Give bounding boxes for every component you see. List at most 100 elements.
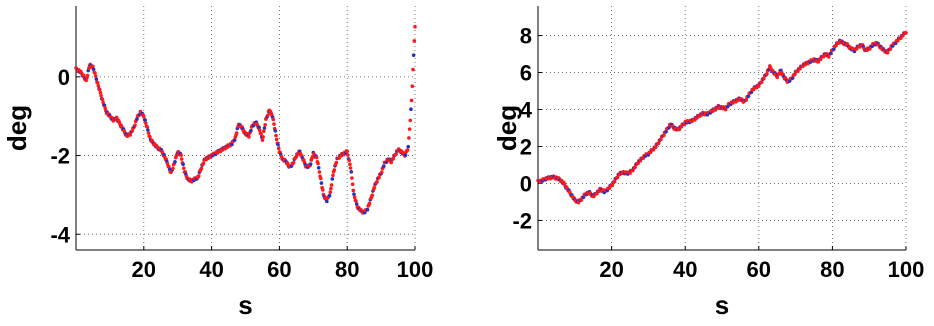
y-tick-label: -2	[512, 208, 532, 233]
data-point-red	[346, 153, 350, 157]
data-point-red	[394, 152, 398, 157]
data-point-red	[379, 170, 384, 175]
data-point-blue	[319, 181, 324, 185]
data-point-red	[407, 136, 411, 140]
x-tick-label: 80	[335, 257, 359, 282]
data-point-red	[316, 161, 320, 166]
data-point-red	[196, 174, 201, 178]
data-point-red	[93, 71, 97, 75]
data-point-red	[274, 137, 279, 142]
data-point-blue	[262, 126, 267, 130]
data-point-blue	[382, 164, 386, 168]
data-point-red	[100, 97, 105, 102]
data-point-red	[411, 67, 415, 72]
data-point-red	[615, 175, 620, 180]
data-point-red	[389, 160, 394, 165]
data-point-red	[318, 176, 323, 181]
data-point-red	[262, 129, 266, 134]
data-point-red	[888, 47, 893, 51]
data-point-red	[348, 162, 352, 167]
data-point-blue	[94, 77, 99, 81]
data-point-red	[97, 87, 102, 92]
x-tick-label: 20	[132, 257, 156, 282]
data-point-red	[405, 148, 410, 152]
data-point-blue	[403, 153, 408, 157]
data-point-red	[410, 84, 415, 88]
data-point-red	[370, 193, 375, 197]
data-point-blue	[135, 117, 139, 121]
right-chart-panel: 20 40 60 80 100 -2 0 2 4 6 8 s deg	[492, 6, 924, 320]
data-point-blue	[746, 94, 751, 98]
data-point-red	[350, 182, 355, 187]
data-point-red	[257, 128, 262, 133]
data-point-red	[274, 133, 278, 138]
data-point-red	[179, 153, 183, 157]
x-tick-label: 60	[267, 257, 291, 282]
x-axis-label: s	[715, 290, 729, 320]
y-axis-label: deg	[492, 105, 522, 151]
data-point-red	[354, 199, 358, 203]
y-tick-label: -4	[50, 222, 70, 247]
data-point-red	[263, 122, 267, 127]
x-axis-label: s	[238, 290, 252, 320]
data-point-blue	[664, 129, 668, 134]
data-point-blue	[230, 142, 234, 147]
data-point-red	[826, 55, 831, 59]
data-point-blue	[325, 199, 329, 204]
data-point-red	[656, 141, 661, 145]
data-point-blue	[308, 162, 313, 166]
data-point-red	[99, 93, 103, 98]
data-point-blue	[330, 177, 335, 181]
data-point-blue	[249, 128, 253, 133]
data-point-red	[659, 137, 663, 142]
data-point-red	[375, 179, 379, 184]
data-point-red	[291, 160, 296, 165]
y-tick-label: 8	[520, 24, 532, 49]
data-point-red	[407, 127, 412, 131]
data-point-red	[199, 166, 204, 171]
data-point-red	[408, 118, 413, 123]
left-chart-panel: 20 40 60 80 100 -4 -2 0 s deg	[2, 6, 433, 320]
data-point-red	[744, 98, 749, 102]
data-point-red	[757, 84, 761, 88]
data-point-red	[320, 188, 325, 192]
data-point-blue	[276, 142, 280, 147]
data-point-red	[171, 166, 175, 171]
data-point-blue	[173, 159, 177, 164]
data-point-red	[413, 24, 417, 29]
data-point-red	[146, 131, 151, 135]
y-tick-label: 4	[520, 98, 533, 123]
x-tick-label: 40	[199, 257, 223, 282]
data-point-red	[367, 201, 372, 206]
y-tick-label: 2	[520, 134, 532, 159]
data-point-red	[234, 131, 239, 135]
data-point-red	[765, 72, 769, 76]
data-point-red	[759, 80, 764, 84]
data-point-red	[96, 84, 101, 88]
data-point-red	[98, 90, 103, 95]
data-point-blue	[406, 144, 411, 149]
data-point-blue	[257, 125, 261, 130]
data-point-red	[331, 173, 335, 178]
data-point-red	[762, 76, 766, 81]
data-point-red	[610, 183, 615, 188]
y-tick-label: 0	[58, 65, 70, 90]
data-point-blue	[829, 51, 833, 56]
data-point-red	[259, 132, 263, 136]
data-point-red	[144, 121, 148, 126]
data-point-red	[332, 168, 337, 172]
data-point-blue	[790, 76, 795, 80]
data-point-red	[334, 160, 339, 165]
data-point-blue	[349, 170, 354, 174]
data-point-red	[271, 117, 276, 122]
data-point-red	[142, 114, 146, 119]
data-point-red	[91, 64, 95, 69]
data-point-blue	[232, 138, 237, 142]
data-point-blue	[327, 193, 332, 198]
x-tick-label: 60	[747, 257, 771, 282]
data-point-red	[276, 146, 281, 151]
data-point-red	[133, 123, 137, 127]
data-point-red	[179, 157, 184, 161]
